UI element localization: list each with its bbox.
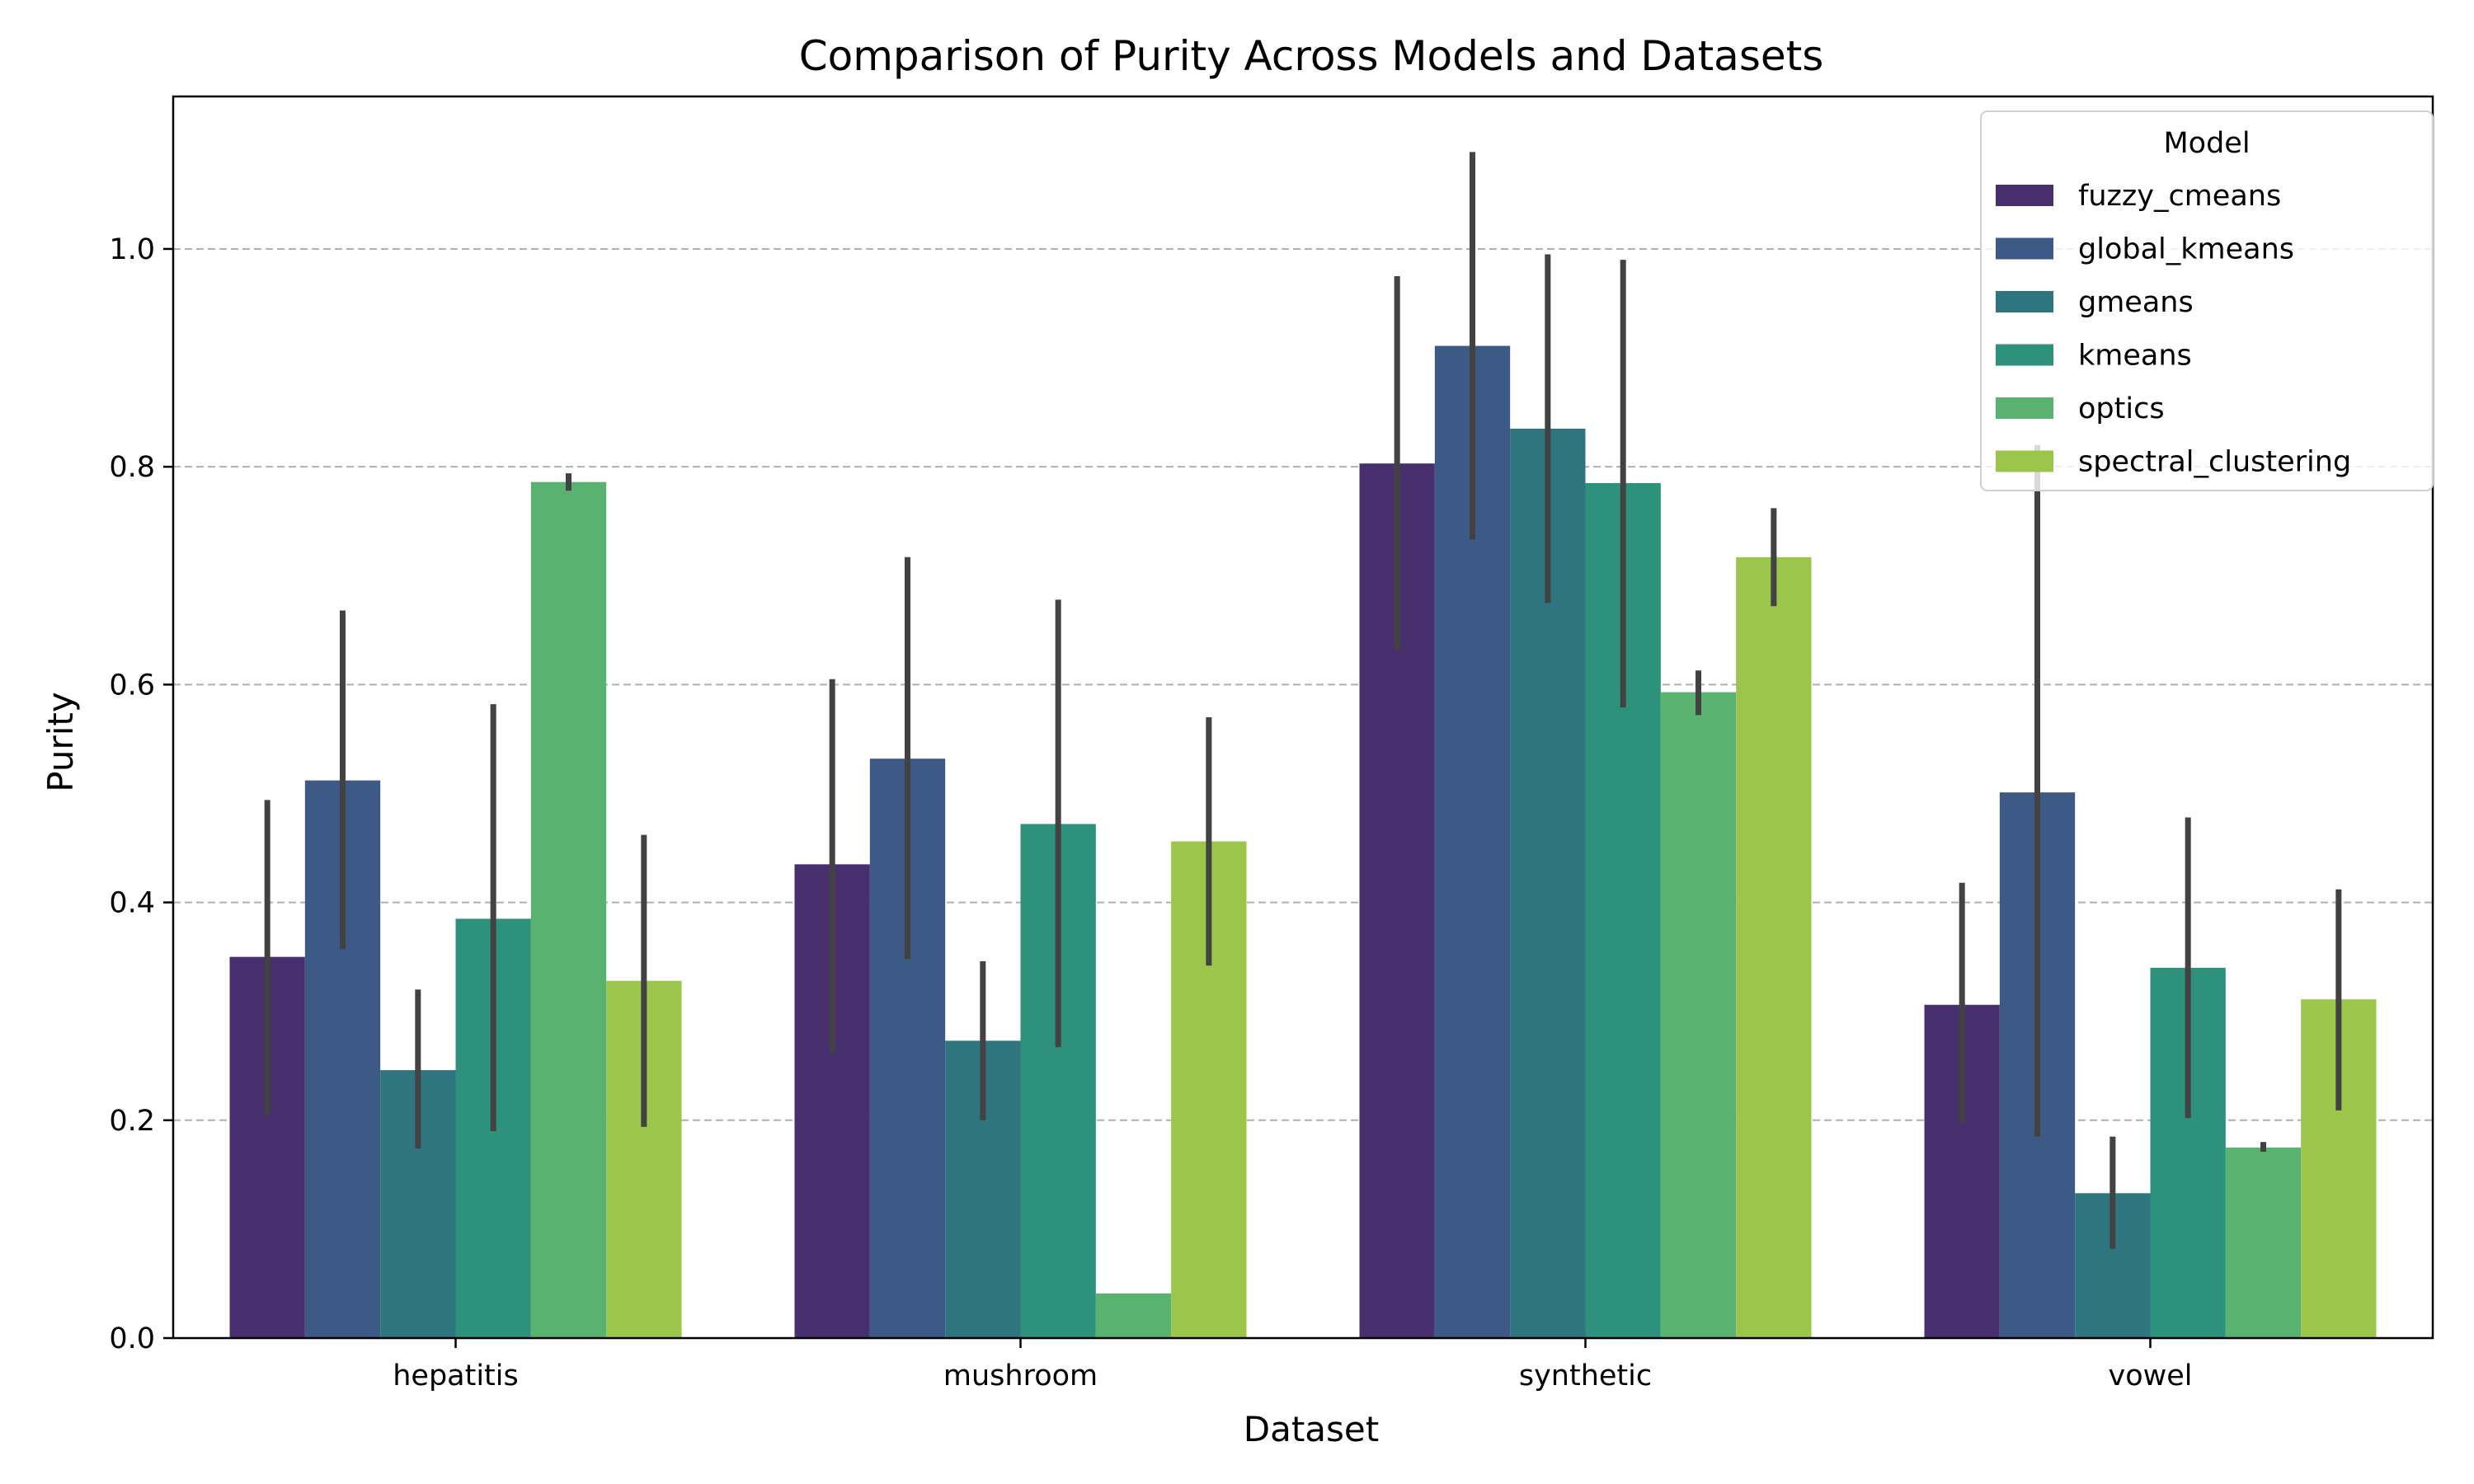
- x-tick-label: mushroom: [943, 1360, 1098, 1392]
- legend-swatch-spectral_clustering: [1996, 450, 2053, 472]
- y-tick-label: 1.0: [109, 233, 155, 266]
- error-bars: [264, 152, 2342, 1249]
- legend-label-fuzzy_cmeans: fuzzy_cmeans: [2078, 180, 2281, 213]
- y-tick-label: 0.2: [109, 1105, 155, 1138]
- bar-optics-hepatitis: [530, 481, 607, 1339]
- x-tick-label: vowel: [2108, 1360, 2192, 1392]
- legend-label-gmeans: gmeans: [2078, 286, 2194, 319]
- legend-swatch-fuzzy_cmeans: [1996, 185, 2053, 206]
- y-tick-label: 0.4: [109, 887, 155, 920]
- y-axis-label: Purity: [40, 692, 81, 791]
- y-tick-label: 0.8: [109, 451, 155, 484]
- bar-spectral_clustering-synthetic: [1736, 556, 1812, 1338]
- chart-title: Comparison of Purity Across Models and D…: [799, 32, 1824, 80]
- x-tick-label: hepatitis: [393, 1360, 519, 1392]
- x-axis-label: Dataset: [1244, 1409, 1379, 1449]
- legend-swatch-kmeans: [1996, 344, 2053, 366]
- x-tick-label: synthetic: [1519, 1360, 1652, 1392]
- bar-optics-vowel: [2225, 1147, 2302, 1338]
- y-tick-label: 0.0: [109, 1322, 155, 1355]
- y-tick-label: 0.6: [109, 669, 155, 702]
- legend-swatch-global_kmeans: [1996, 237, 2053, 260]
- bar-optics-synthetic: [1660, 692, 1737, 1338]
- y-axis-ticks: 0.0 0.2 0.4 0.6 0.8 1.0: [109, 233, 173, 1355]
- legend-title: Model: [2163, 127, 2250, 160]
- legend-label-kmeans: kmeans: [2078, 340, 2192, 373]
- legend-box: [1980, 110, 2434, 491]
- bar-optics-mushroom: [1095, 1293, 1172, 1338]
- legend-label-optics: optics: [2078, 392, 2165, 425]
- legend-label-global_kmeans: global_kmeans: [2078, 233, 2294, 266]
- legend-swatch-gmeans: [1996, 291, 2053, 312]
- x-axis-ticks: hepatitis mushroom synthetic vowel: [393, 1338, 2193, 1392]
- legend-swatch-optics: [1996, 397, 2053, 419]
- bars: [229, 345, 2377, 1339]
- legend-label-spectral_clustering: spectral_clustering: [2078, 446, 2351, 479]
- plot-frame: [172, 95, 2434, 1340]
